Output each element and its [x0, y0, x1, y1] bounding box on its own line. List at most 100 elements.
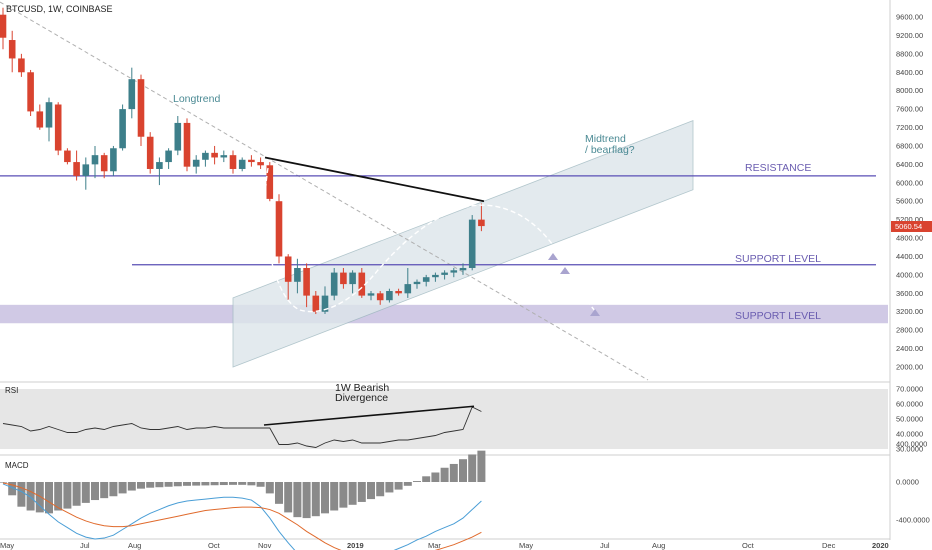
candle-body: [478, 219, 485, 227]
signal-line: [2, 482, 482, 550]
macd-histogram-bar: [311, 482, 320, 517]
candle-body: [330, 272, 338, 296]
candle-body: [165, 150, 172, 163]
candle-body: [64, 150, 71, 163]
price-tick-label: 3600.00: [896, 289, 923, 298]
macd-histogram-bar: [348, 482, 357, 505]
rsi-tick-label: 70.0000: [896, 385, 923, 394]
time-tick-label: Jul: [80, 541, 90, 550]
macd-histogram-bar: [45, 482, 53, 514]
macd-histogram-bar: [118, 482, 127, 494]
macd-histogram-bar: [449, 463, 458, 482]
candle-body: [275, 201, 283, 257]
divergence-label-line1: 1W Bearish: [335, 382, 389, 394]
macd-histogram-bar: [413, 481, 421, 482]
candle-body: [192, 159, 200, 167]
macd-histogram-bar: [63, 482, 72, 509]
candle-body: [441, 272, 448, 275]
macd-histogram-bar: [146, 482, 155, 488]
macd-histogram-bar: [275, 482, 283, 504]
candle-body: [312, 295, 320, 312]
price-tick-label: 2400.00: [896, 344, 923, 353]
macd-histogram-bar: [35, 482, 44, 513]
macd-histogram-bar: [265, 482, 274, 494]
macd-histogram-bar: [219, 482, 228, 486]
symbol-title: BTCUSD, 1W, COINBASE: [6, 4, 113, 14]
macd-histogram-bar: [440, 467, 449, 482]
macd-histogram-bar: [394, 482, 403, 490]
candle-body: [211, 152, 218, 158]
candle-body: [202, 152, 209, 160]
candle-body: [349, 272, 356, 285]
macd-histogram-bar: [91, 482, 99, 501]
current-price-value: 5060.54: [895, 222, 922, 231]
candle-body: [284, 256, 292, 282]
axes: 9600.00 9200.00 8800.00 8400.00 8000.00 7600.…: [0, 13, 930, 550]
projection-marker: [590, 309, 600, 316]
resistance-label: RESISTANCE: [745, 162, 811, 174]
macd-histogram-bar: [403, 482, 412, 486]
candle-body: [45, 102, 53, 128]
candle-body: [229, 155, 237, 169]
macd-histogram-bar: [8, 482, 17, 496]
macd-histogram-bar: [256, 482, 265, 487]
candle-body: [100, 155, 108, 172]
macd-tick-label: 0.0000: [896, 478, 919, 487]
macd-histogram-bar: [26, 482, 35, 511]
candle-body: [404, 284, 412, 294]
support-level-label-lower: SUPPORT LEVEL: [735, 310, 821, 322]
candle-body: [119, 109, 126, 149]
midtrend-channel: [232, 120, 694, 368]
macd-histogram-bar: [127, 482, 136, 491]
macd-histogram-bar: [459, 459, 467, 482]
macd-histogram-bar: [422, 476, 431, 482]
macd-tick-label: -400.0000: [896, 516, 930, 525]
macd-histogram-bar: [468, 454, 477, 482]
candle-body: [459, 267, 467, 271]
divergence-label-line2: Divergence: [335, 392, 388, 404]
support-level-label-upper: SUPPORT LEVEL: [735, 253, 821, 265]
midtrend-label: Midtrend: [585, 133, 626, 145]
macd-histogram-bar: [210, 482, 219, 486]
candle-body: [303, 267, 310, 296]
rsi-tick-label: 30.0000: [896, 445, 923, 454]
macd-histogram-bar: [238, 482, 247, 485]
candle-body: [36, 111, 44, 128]
price-tick-label: 7600.00: [896, 105, 923, 114]
price-tick-label: 6000.00: [896, 178, 923, 187]
candle-body: [248, 159, 255, 163]
macd-histogram-bar: [302, 482, 311, 519]
candle-body: [146, 136, 154, 169]
price-tick-label: 3200.00: [896, 307, 923, 316]
macd-histogram-bar: [155, 482, 164, 488]
macd-histogram-bar: [54, 482, 63, 511]
macd-histogram-bar: [183, 482, 191, 486]
longtrend-line: [0, 1, 649, 381]
price-tick-label: 8400.00: [896, 68, 923, 77]
macd-histogram-bar: [72, 482, 81, 506]
price-tick-label: 5200.00: [896, 215, 923, 224]
macd-panel-label: MACD: [5, 461, 29, 470]
rsi-panel: [0, 389, 888, 449]
rsi-band: [0, 389, 888, 449]
macd-tick-label: 400.0000: [896, 440, 927, 449]
time-tick-label: Mar: [428, 541, 441, 550]
price-tick-label: 2800.00: [896, 326, 923, 335]
macd-histogram-bar: [100, 482, 109, 499]
price-tick-label: 2000.00: [896, 363, 923, 372]
candle-body: [395, 291, 402, 294]
candle-body: [413, 281, 421, 285]
price-tick-label: 9600.00: [896, 13, 923, 22]
macd-histogram-bar: [247, 482, 256, 486]
macd-histogram-bar: [164, 482, 173, 487]
candle-body: [386, 291, 393, 301]
time-tick-label: Nov: [258, 541, 272, 550]
candle-body: [468, 219, 476, 268]
candle-body: [340, 272, 347, 285]
support-zone-band: [0, 304, 888, 324]
bearflag-label: / bearflag?: [585, 144, 635, 156]
candle-body: [18, 58, 25, 73]
candle-body: [0, 14, 7, 38]
